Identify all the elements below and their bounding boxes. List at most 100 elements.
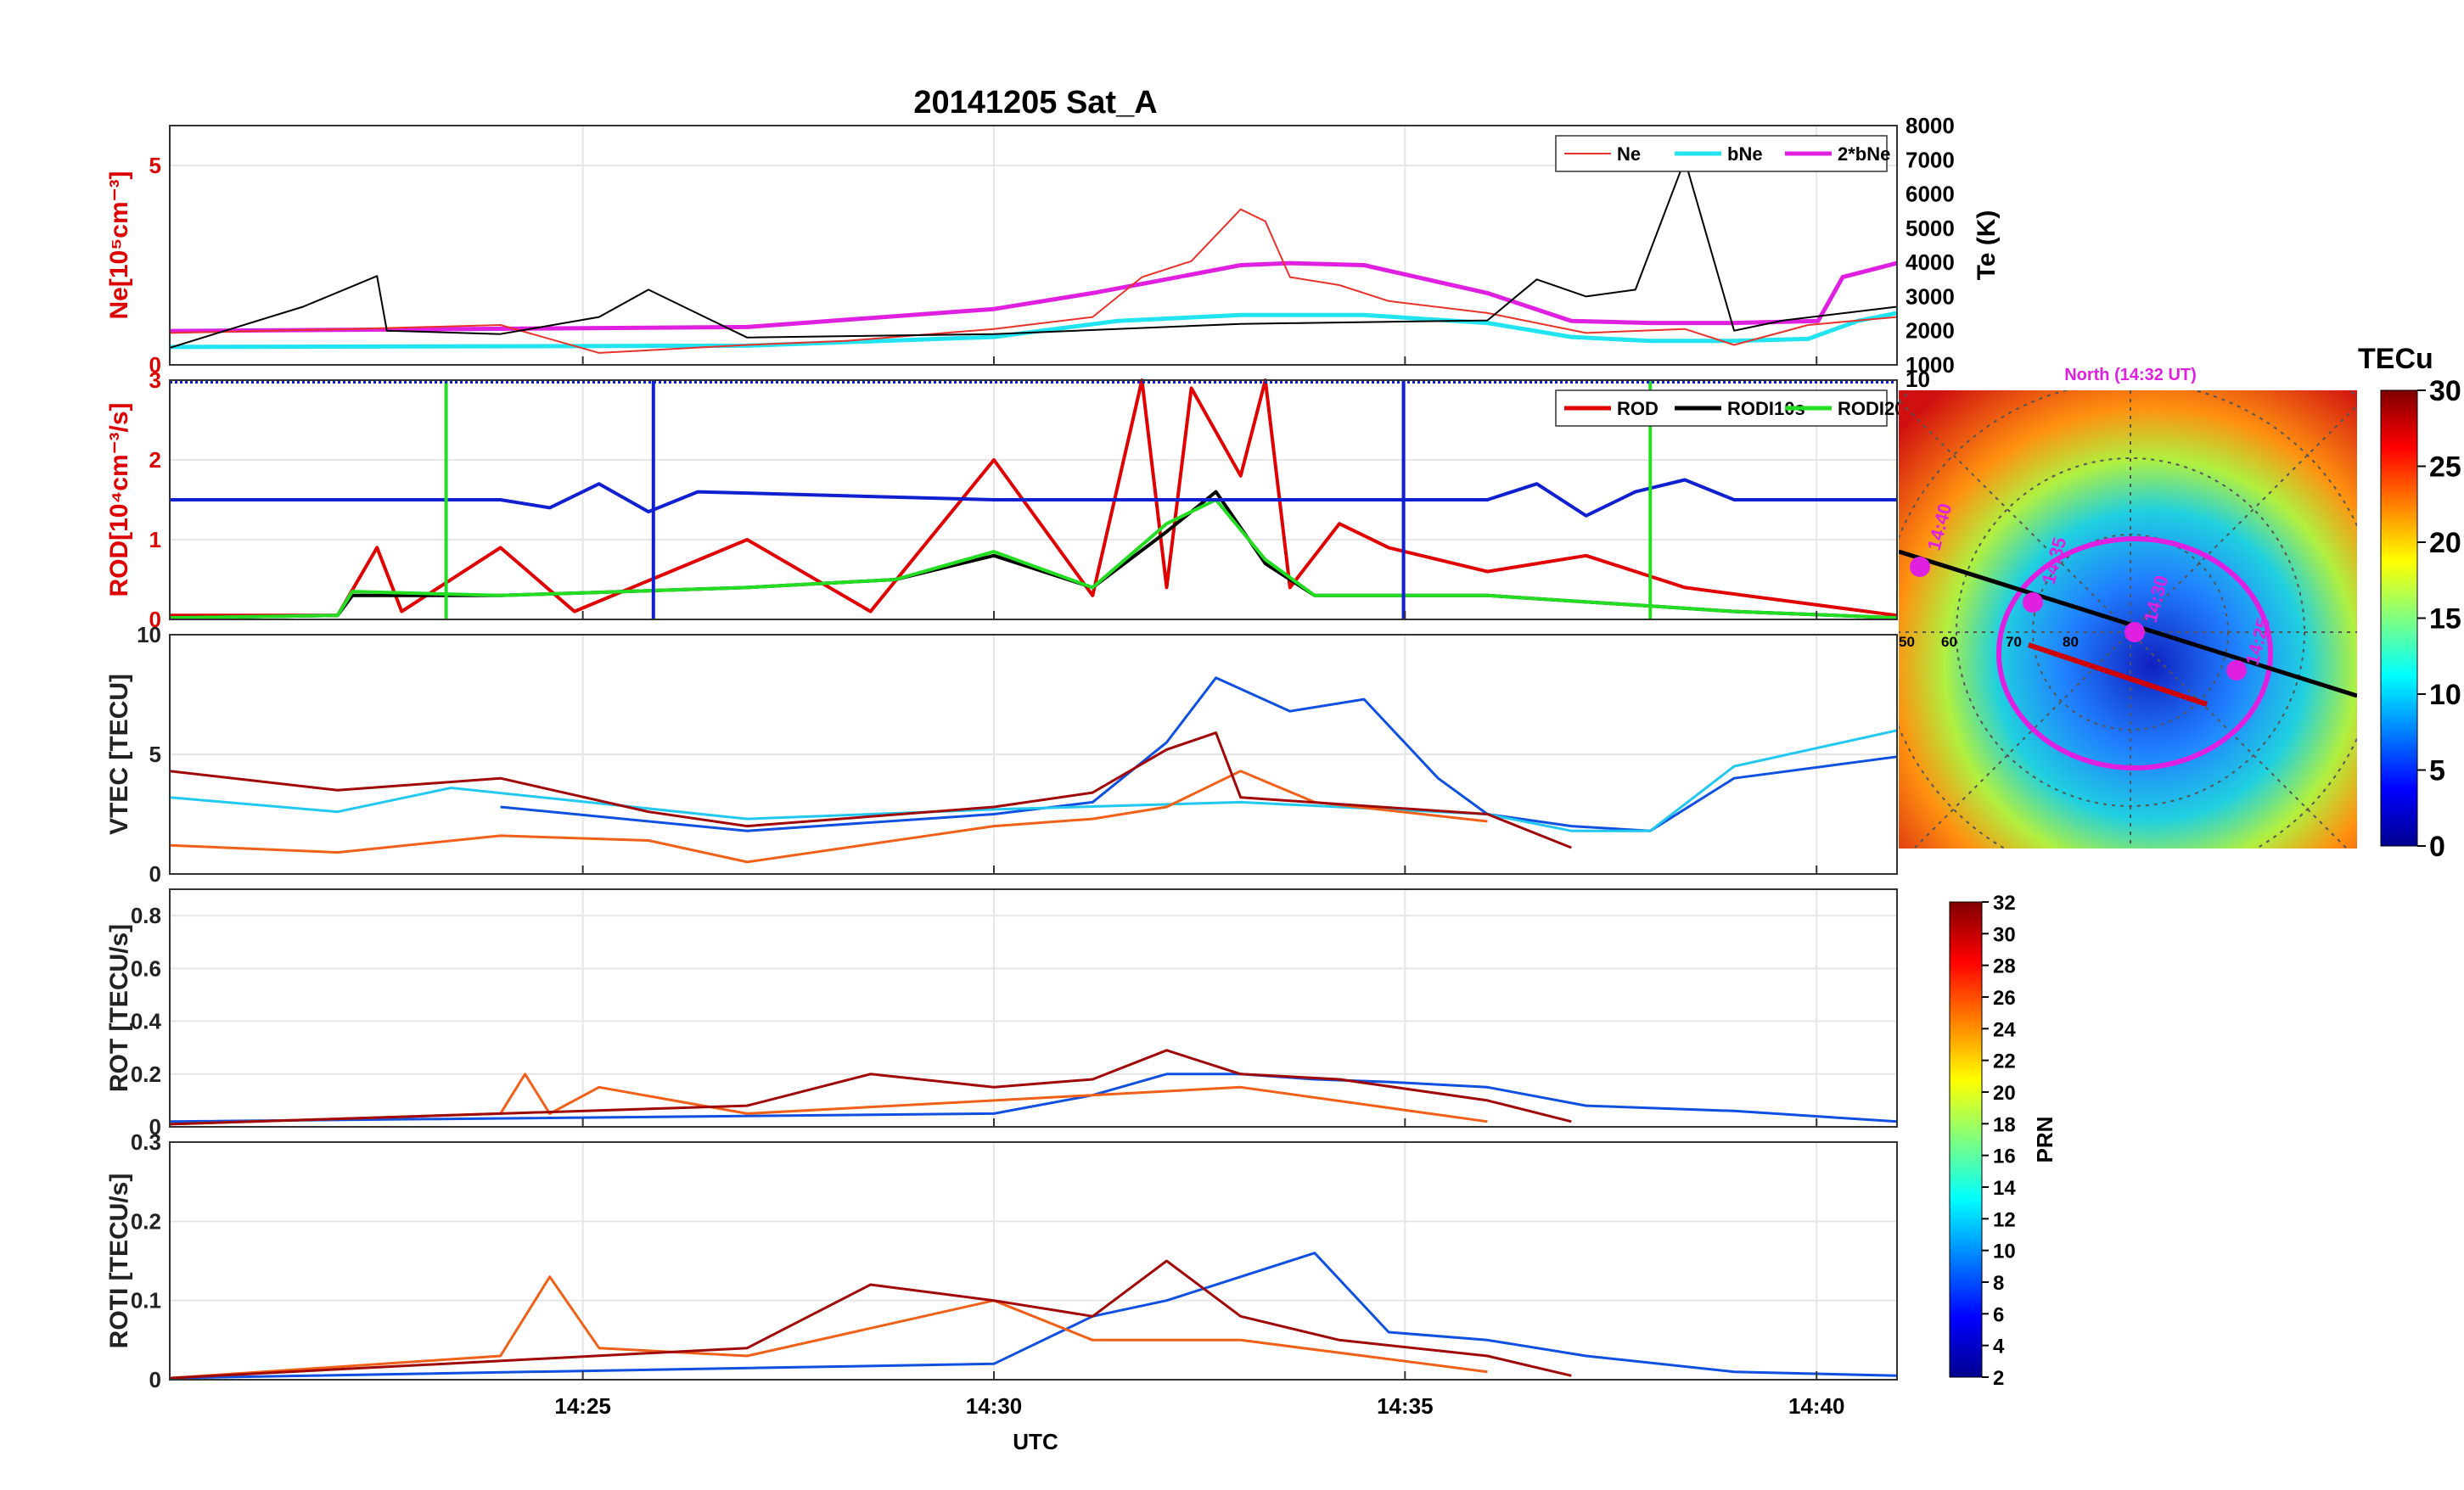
series-blue-trace bbox=[170, 478, 1897, 518]
track-marker bbox=[2124, 622, 2145, 642]
y-right-tick-label: 1000 bbox=[1906, 352, 1955, 378]
y-tick-label: 0.2 bbox=[131, 1061, 161, 1087]
series-prn-24 bbox=[169, 1073, 1488, 1126]
y-tick-label: 0 bbox=[149, 352, 161, 378]
axes-box bbox=[169, 634, 1898, 875]
y-tick-label: 0 bbox=[149, 1367, 161, 1392]
terminator-line bbox=[1899, 549, 2357, 698]
panel-roti: 0 0.1 0.2 0.3 ROTI [TECU/s] 14:25 14:30 14:35 14… bbox=[105, 1129, 1898, 1454]
x-axis-label: UTC bbox=[1013, 1429, 1058, 1454]
series-rodi10s bbox=[169, 490, 1898, 620]
satellite-track bbox=[2028, 642, 2208, 707]
y-right-tick-label: 6000 bbox=[1906, 182, 1955, 207]
y-tick-label: 0.6 bbox=[131, 955, 161, 981]
legend-label: Ne bbox=[1617, 143, 1641, 165]
prn-colorbar-tick-label: 24 bbox=[1993, 1018, 2016, 1041]
panel-ne: 0 5 Ne[10⁵cm⁻³] 1000 2000 3000 4000 5000 6000 700… bbox=[105, 113, 2001, 378]
y-right-tick-label: 2000 bbox=[1906, 318, 1955, 344]
figure-title: 20141205 Sat_A bbox=[913, 85, 1157, 120]
series-prn-8 bbox=[169, 1073, 1898, 1123]
colorbar-tick-label: 30 bbox=[2429, 375, 2461, 407]
track-marker bbox=[2023, 592, 2043, 613]
prn-colorbar-tick-label: 20 bbox=[1993, 1082, 2016, 1105]
y-axis-label: ROTI [TECU/s] bbox=[105, 1174, 133, 1349]
series-prn-8 bbox=[169, 1252, 1898, 1380]
prn-colorbar-tick-label: 10 bbox=[1993, 1241, 2016, 1263]
series-prn-30 bbox=[169, 1049, 1572, 1126]
y-tick-label: 2 bbox=[149, 447, 161, 473]
y-tick-label: 0 bbox=[149, 1114, 161, 1140]
colorbar-tick-label: 5 bbox=[2429, 755, 2445, 787]
axes-box bbox=[169, 1141, 1898, 1381]
x-tick-label: 14:25 bbox=[554, 1393, 611, 1419]
colorbar-tick-label: 25 bbox=[2429, 451, 2461, 484]
legend: ROD RODI10s RODI20s bbox=[1555, 389, 1916, 427]
prn-colorbar-tick-label: 8 bbox=[1993, 1272, 2004, 1295]
tec-map: North (14:32 UT) 14:40 14:35 14:30 14:25… bbox=[1899, 343, 2461, 863]
lat-label-60: 60 bbox=[1941, 634, 1957, 650]
axes-box bbox=[169, 379, 1898, 620]
colorbar-tick-label: 15 bbox=[2429, 603, 2461, 636]
y-tick-label: 0 bbox=[149, 861, 161, 887]
prn-colorbar-tick-label: 28 bbox=[1993, 955, 2016, 978]
y-right-tick-label: 4000 bbox=[1906, 249, 1955, 275]
lat-label-70: 70 bbox=[2006, 634, 2022, 650]
prn-colorbar-tick-label: 12 bbox=[1993, 1208, 2016, 1231]
track-marker bbox=[2226, 660, 2247, 681]
legend-label: bNe bbox=[1727, 143, 1763, 165]
meridian bbox=[1899, 401, 2349, 849]
tec-colorbar bbox=[2380, 389, 2418, 847]
prn-colorbar-tick-label: 16 bbox=[1993, 1146, 2016, 1168]
tec-colorbar-label: TECu bbox=[2358, 343, 2433, 375]
legend-label: ROD bbox=[1617, 398, 1659, 419]
track-marker bbox=[1910, 557, 1930, 577]
y-axis-label: ROD[10⁴cm⁻³/s] bbox=[105, 402, 133, 597]
prn-colorbar-tick-label: 2 bbox=[1993, 1367, 2004, 1390]
y-right-tick-label: 7000 bbox=[1906, 147, 1955, 172]
series-ne bbox=[169, 208, 1898, 354]
tec-map-field bbox=[1899, 390, 2357, 849]
x-tick-label: 14:30 bbox=[966, 1393, 1023, 1419]
series-prn-12 bbox=[169, 729, 1898, 832]
prn-colorbar-tick-label: 32 bbox=[1993, 892, 2016, 915]
y-right-tick-label: 5000 bbox=[1906, 216, 1955, 241]
y-tick-label: 0.4 bbox=[131, 1009, 162, 1034]
y-tick-label: 0.1 bbox=[131, 1288, 161, 1314]
colorbar-tick-label: 10 bbox=[2429, 679, 2461, 711]
series-prn-30 bbox=[169, 731, 1572, 849]
series-te bbox=[169, 159, 1898, 349]
y-tick-label: 0 bbox=[149, 607, 161, 632]
legend: Ne bNe 2*bNe bbox=[1555, 135, 1890, 172]
prn-colorbar-tick-label: 6 bbox=[1993, 1303, 2004, 1326]
y-tick-label: 0.2 bbox=[131, 1208, 161, 1234]
prn-colorbar-tick-label: 14 bbox=[1993, 1177, 2016, 1200]
prn-colorbar bbox=[1949, 901, 1983, 1378]
y-axis-label: VTEC [TECU] bbox=[105, 674, 133, 835]
axes-box bbox=[169, 125, 1898, 366]
prn-colorbar-tick-label: 18 bbox=[1993, 1113, 2016, 1136]
y-tick-label: 0.3 bbox=[131, 1129, 161, 1155]
series-prn-30 bbox=[169, 1259, 1572, 1380]
series-rod bbox=[170, 378, 1898, 618]
meridian bbox=[1912, 404, 2357, 849]
x-tick-label: 14:35 bbox=[1377, 1393, 1434, 1419]
prn-colorbar-tick-label: 4 bbox=[1993, 1336, 2005, 1358]
prn-colorbar-tick-label: 22 bbox=[1993, 1050, 2016, 1073]
panel-vtec: 0 5 10 VTEC [TECU] bbox=[105, 622, 1898, 887]
y-right-tick-label: 8000 bbox=[1906, 113, 1955, 138]
series-prn-24 bbox=[169, 770, 1488, 864]
prn-colorbar-tick-label: 30 bbox=[1993, 923, 2016, 946]
lat-label-80: 80 bbox=[2063, 634, 2079, 650]
prn-colorbar-label: PRN bbox=[2032, 1117, 2057, 1163]
series-2-bne bbox=[169, 260, 1898, 333]
panels: 05Ne[10⁵cm⁻³]100020003000400050006000700… bbox=[105, 113, 2001, 1454]
legend-label: 2*bNe bbox=[1838, 143, 1890, 165]
lat-label-50: 50 bbox=[1899, 634, 1915, 650]
y-tick-label: 5 bbox=[149, 153, 161, 178]
x-tick-label: 14:40 bbox=[1788, 1393, 1845, 1419]
series-rodi20s bbox=[169, 498, 1898, 620]
